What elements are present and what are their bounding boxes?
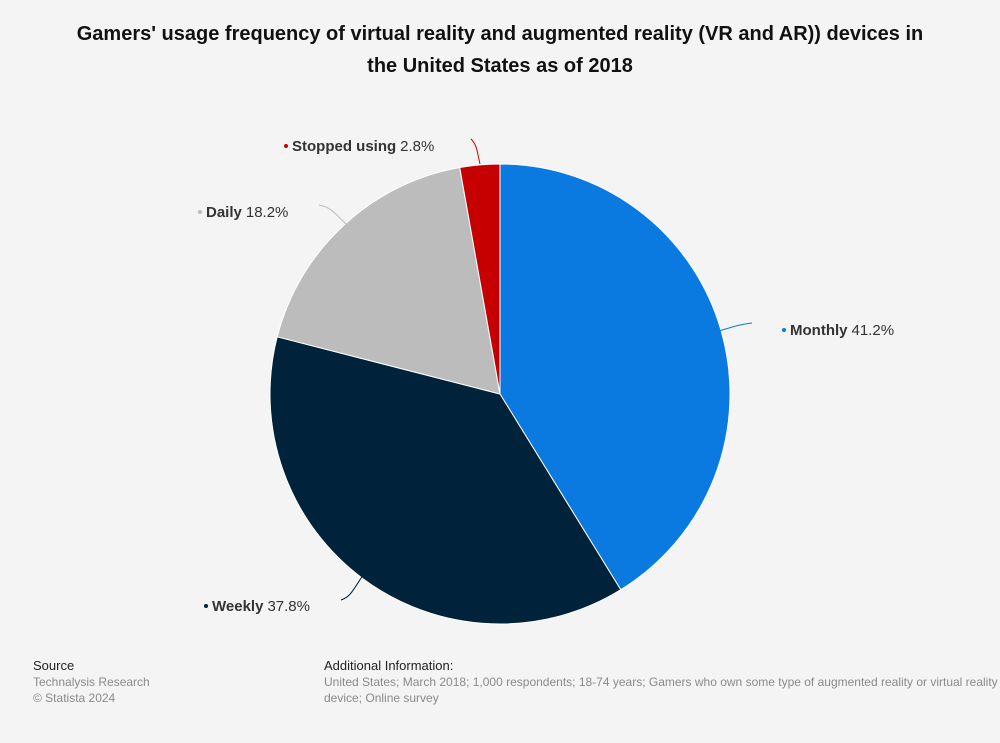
leader-line-monthly [718, 322, 753, 332]
source-name[interactable]: Technalysis Research [33, 675, 150, 689]
pie-slice-weekly[interactable] [269, 336, 622, 625]
legend-dot [204, 604, 208, 608]
additional-info-heading: Additional Information: [324, 658, 454, 673]
leader-line-stopped-using [470, 138, 481, 165]
slice-label-stopped-using: Stopped using 2.8% [284, 138, 434, 155]
slice-labels: Monthly 41.2% Weekly 37.8% Daily 18.2% Stopped… [198, 138, 894, 615]
additional-info-text: United States; March 2018; 1,000 respond… [324, 675, 998, 705]
slice-label-value: 18.2% [246, 204, 289, 221]
source-block: Source Technalysis Research © Statista 2… [33, 658, 150, 706]
slice-label-name: Weekly [212, 598, 264, 615]
additional-info-block: Additional Information: United States; M… [324, 658, 1000, 706]
pie-slice-monthly[interactable] [499, 163, 731, 591]
leader-line-daily [318, 204, 347, 225]
slice-label-monthly: Monthly 41.2% [782, 322, 894, 339]
leader-line-weekly [340, 574, 364, 601]
legend-dot [782, 328, 786, 332]
slice-label-value: 2.8% [400, 138, 434, 155]
slice-label-value: 41.2% [852, 322, 895, 339]
pie-slice-daily[interactable] [276, 166, 501, 395]
slice-label-name: Daily [206, 204, 243, 221]
pie-slice-stopped-using[interactable] [459, 163, 501, 395]
slice-label-weekly: Weekly 37.8% [204, 598, 310, 615]
slice-label-name: Stopped using [292, 138, 396, 155]
copyright[interactable]: © Statista 2024 [33, 691, 116, 705]
legend-dot [198, 210, 202, 214]
legend-dot [284, 144, 288, 148]
pie-slices [269, 163, 731, 625]
slice-label-name: Monthly [790, 322, 848, 339]
chart-title: Gamers' usage frequency of virtual reali… [76, 23, 924, 77]
leader-lines [318, 138, 753, 601]
slice-label-value: 37.8% [267, 598, 310, 615]
source-heading: Source [33, 658, 75, 673]
slice-label-daily: Daily 18.2% [198, 204, 288, 221]
